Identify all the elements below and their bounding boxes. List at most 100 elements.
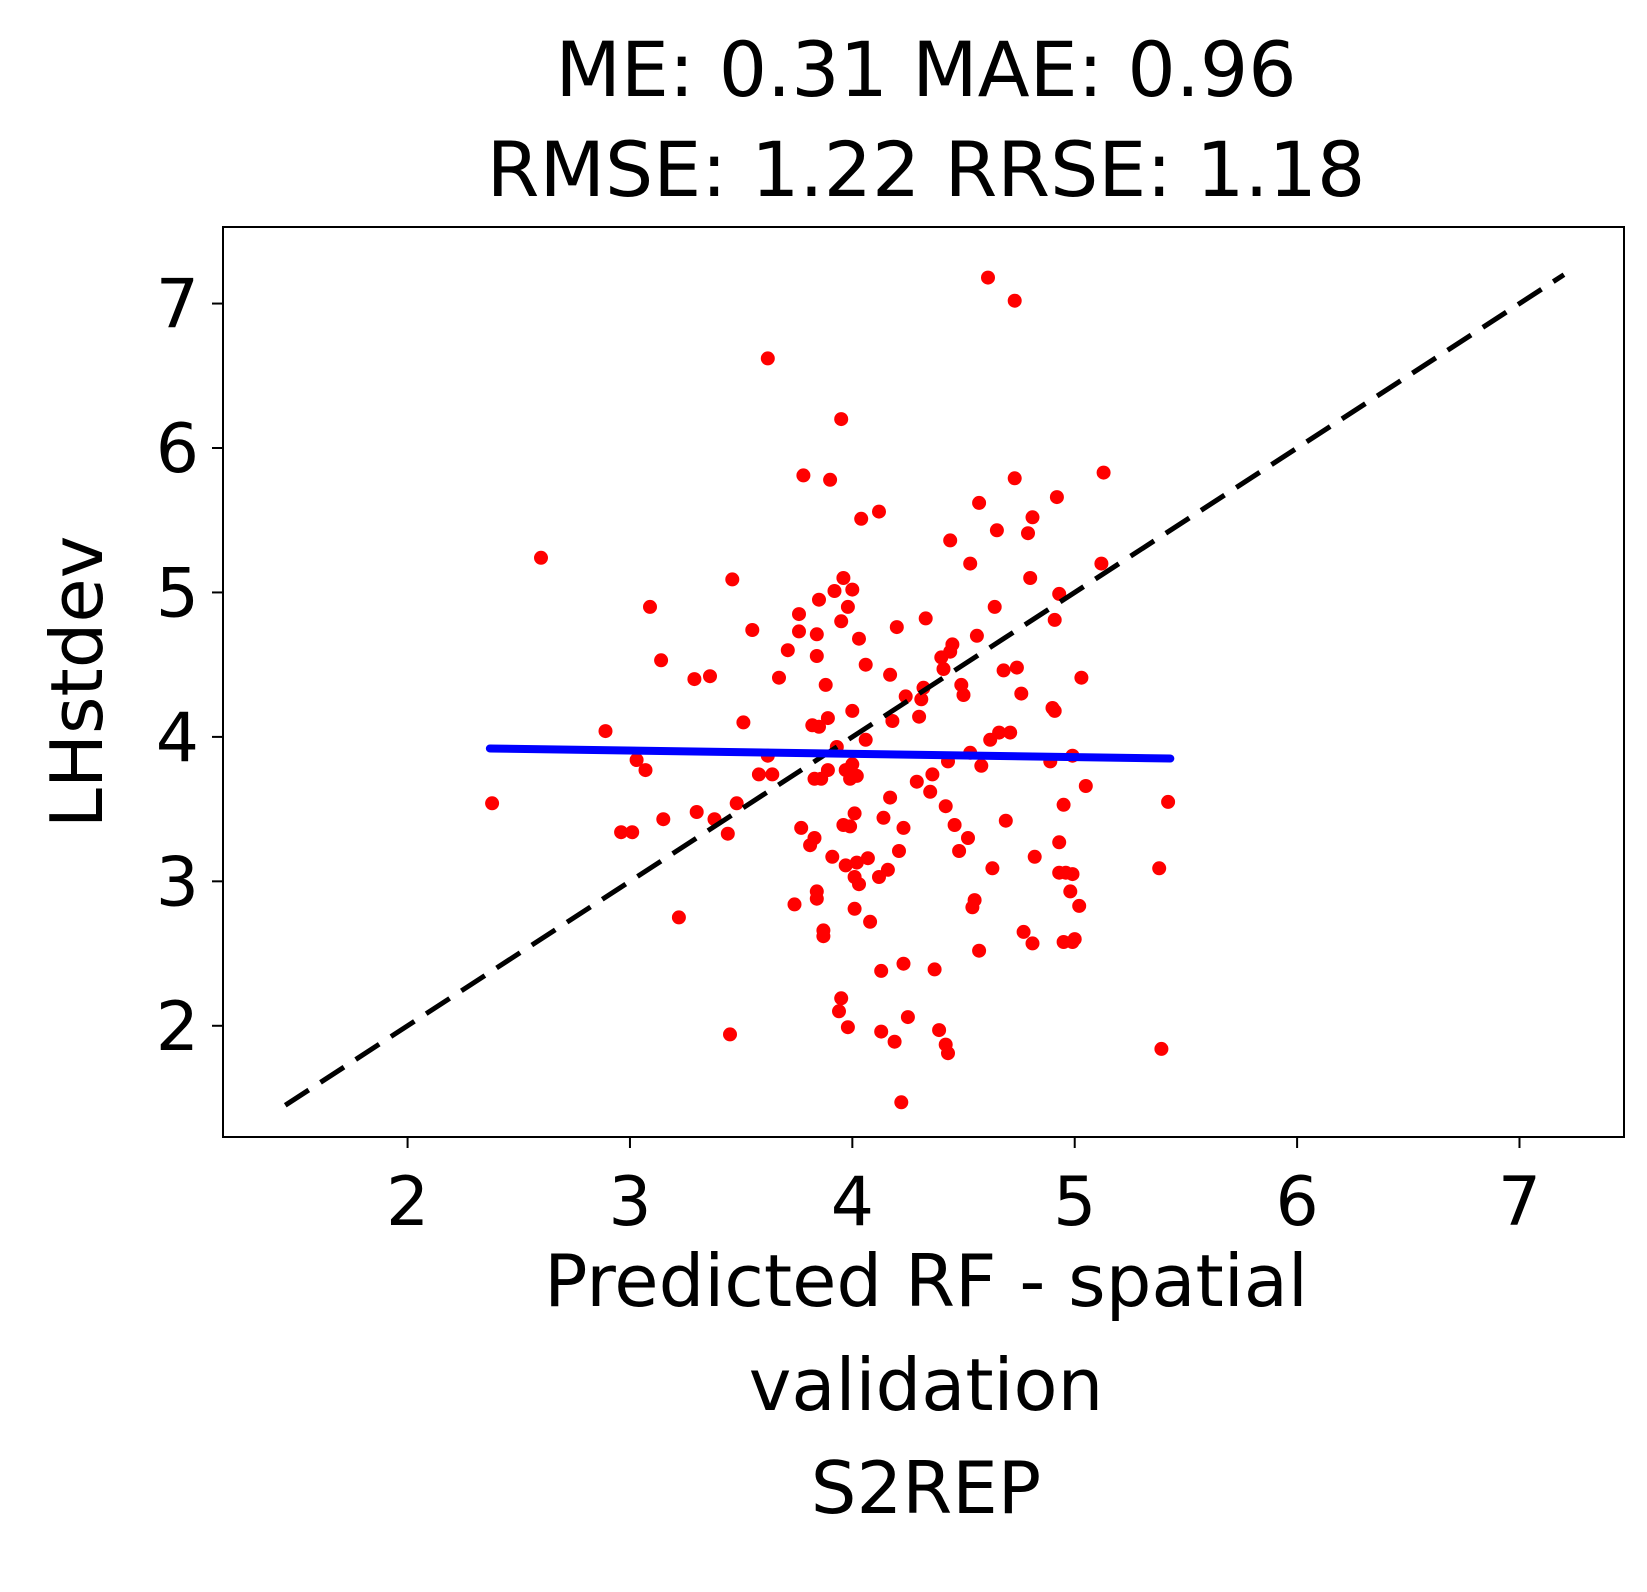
data-point: [807, 831, 822, 845]
data-point: [989, 523, 1004, 538]
data-point: [629, 753, 644, 767]
x-tick-label: 6: [1275, 1163, 1318, 1242]
data-point: [745, 623, 760, 637]
data-point: [1007, 471, 1022, 486]
data-point: [772, 670, 786, 685]
data-point: [843, 819, 858, 834]
data-point: [736, 715, 751, 730]
data-point: [1025, 936, 1040, 951]
regression-line: [485, 744, 1175, 763]
data-point: [598, 724, 613, 739]
data-point: [836, 571, 851, 585]
data-point: [912, 709, 927, 724]
data-point: [952, 844, 967, 858]
data-point: [792, 607, 806, 622]
data-point: [854, 511, 869, 526]
data-point: [1025, 510, 1040, 525]
data-point: [938, 799, 953, 814]
data-point: [943, 533, 958, 548]
data-point: [671, 910, 686, 925]
y-tick-label: 5: [156, 554, 199, 633]
data-point: [872, 504, 886, 519]
data-point: [823, 472, 838, 487]
y-tick-label: 2: [156, 988, 199, 1067]
data-point: [1003, 725, 1018, 740]
data-point: [809, 627, 824, 642]
y-tick-label: 3: [156, 843, 199, 922]
x-tick-label: 7: [1498, 1163, 1541, 1242]
plot-area: [283, 270, 1566, 1110]
data-point: [809, 891, 824, 906]
data-point: [816, 929, 831, 944]
data-point: [969, 628, 984, 643]
data-point: [918, 611, 933, 626]
data-point: [689, 805, 704, 819]
data-point: [725, 572, 740, 587]
data-point: [876, 810, 891, 825]
data-point: [847, 806, 862, 821]
data-point: [1027, 849, 1042, 864]
chart-title-line-2: RMSE: 1.22 RRSE: 1.18: [487, 125, 1366, 214]
data-point: [625, 825, 640, 840]
data-point: [687, 672, 702, 687]
data-point: [845, 703, 860, 718]
data-point: [1052, 835, 1067, 850]
data-point: [956, 688, 971, 702]
data-point: [729, 796, 744, 811]
data-point: [656, 812, 671, 827]
data-point: [981, 270, 995, 285]
data-point: [1016, 924, 1031, 939]
data-point: [1152, 861, 1167, 876]
x-tick-label: 2: [386, 1163, 429, 1242]
data-point: [889, 620, 904, 635]
data-point: [936, 662, 951, 676]
data-point: [945, 637, 960, 652]
data-point: [914, 692, 929, 707]
data-point: [751, 767, 766, 782]
data-point: [1007, 293, 1022, 308]
data-point: [1067, 932, 1082, 947]
data-point: [892, 844, 906, 858]
data-point: [863, 914, 878, 929]
y-axis-label: LHstdev: [35, 536, 119, 829]
chart-title-line-1: ME: 0.31 MAE: 0.96: [555, 25, 1296, 114]
data-point: [787, 897, 802, 912]
data-point: [925, 767, 940, 782]
data-point: [832, 1004, 846, 1019]
data-point: [809, 649, 824, 663]
data-point: [812, 719, 826, 734]
x-tick-label: 3: [608, 1163, 651, 1242]
data-point: [614, 825, 629, 840]
axes-frame: [222, 226, 1625, 1138]
data-point: [883, 667, 898, 682]
y-tick-label: 6: [156, 410, 199, 489]
identity-line: [283, 272, 1566, 1108]
data-point: [858, 732, 873, 747]
data-point: [534, 550, 548, 565]
data-point: [723, 1027, 737, 1042]
data-point: [1096, 465, 1111, 480]
data-point: [792, 624, 806, 639]
data-point: [838, 858, 853, 873]
data-point: [845, 757, 860, 772]
data-point: [896, 820, 911, 835]
y-tick-label: 4: [156, 699, 199, 778]
data-point: [796, 468, 811, 483]
data-point: [909, 774, 924, 789]
data-point: [1056, 797, 1071, 812]
data-point: [840, 599, 855, 614]
y-tick-label: 7: [156, 266, 199, 345]
data-point: [812, 592, 826, 607]
data-point: [834, 991, 849, 1006]
data-point: [720, 826, 735, 841]
data-point: [974, 758, 989, 773]
data-point: [654, 653, 669, 668]
data-point: [900, 1010, 915, 1025]
data-point: [947, 818, 962, 832]
data-point: [972, 495, 987, 510]
data-point: [898, 689, 913, 704]
data-point: [765, 767, 780, 782]
data-point: [880, 862, 895, 877]
